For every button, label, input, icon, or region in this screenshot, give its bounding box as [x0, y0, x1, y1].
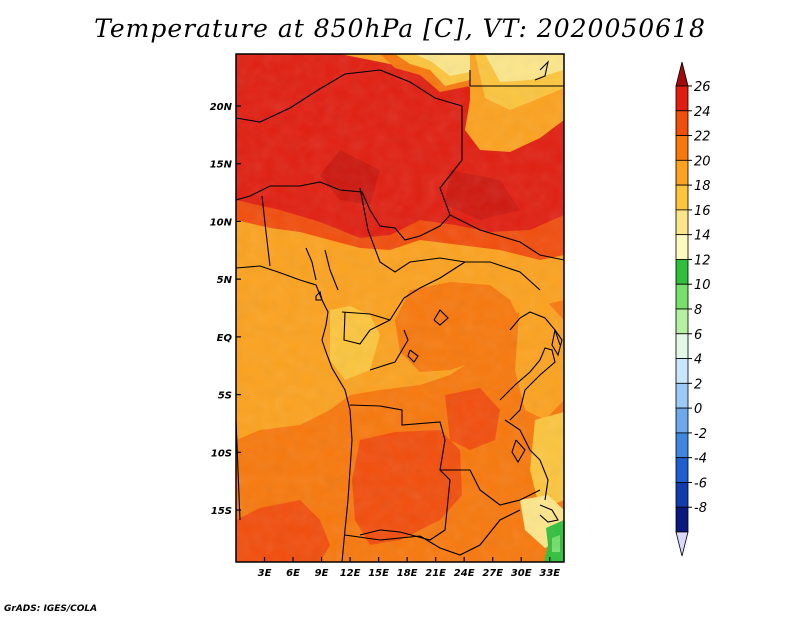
grads-credit: GrADS: IGES/COLA — [4, 604, 98, 614]
lat-tick-label: 5N — [217, 275, 233, 286]
colorbar-label: 14 — [694, 229, 711, 244]
lon-tick-label: 27E — [482, 568, 503, 579]
temperature-field — [236, 54, 564, 562]
colorbar-swatch — [675, 506, 689, 533]
colorbar-swatch — [675, 283, 689, 310]
lat-tick-label: 10N — [210, 217, 233, 228]
colorbar-swatch — [675, 234, 689, 260]
colorbar-swatch — [675, 432, 689, 459]
colorbar-label: -6 — [694, 476, 707, 491]
lon-tick-label: 18E — [397, 568, 418, 579]
colorbar-swatch — [675, 259, 689, 285]
map-frame — [235, 53, 565, 563]
colorbar-swatch — [675, 308, 689, 335]
colorbar-swatch — [675, 482, 689, 508]
colorbar-label: 10 — [694, 278, 711, 293]
colorbar-label: 4 — [694, 353, 702, 368]
colorbar-swatch — [675, 85, 689, 112]
lon-tick-label: 30E — [511, 568, 532, 579]
colorbar-label: 6 — [694, 328, 702, 343]
colorbar-swatch — [675, 135, 689, 161]
colorbar-label: 16 — [694, 204, 711, 219]
colorbar-swatch — [675, 110, 689, 136]
latitude-axis: 20N 15N 10N 5N EQ 5S 10S 15S — [210, 102, 241, 517]
lon-tick-label: 9E — [315, 568, 329, 579]
colorbar-label: 12 — [694, 253, 711, 268]
colorbar-swatch — [675, 333, 689, 359]
lat-tick-label: 20N — [210, 102, 233, 113]
country-borders — [236, 60, 564, 562]
lon-tick-label: 24E — [454, 568, 475, 579]
colorbar-label: -8 — [694, 501, 707, 516]
lat-tick-label: 10S — [211, 448, 232, 459]
colorbar-label: -4 — [694, 452, 707, 467]
colorbar-bottom-arrow — [675, 531, 689, 557]
lon-tick-label: 33E — [539, 568, 560, 579]
colorbar-swatch — [675, 159, 689, 186]
colorbar-swatch — [675, 358, 689, 384]
colorbar-label: -2 — [694, 427, 707, 442]
colorbar-swatch — [675, 457, 689, 483]
lat-tick-label: 15N — [210, 160, 233, 171]
colorbar-label: 2 — [694, 377, 702, 392]
colorbar-swatch — [675, 184, 689, 211]
lat-tick-label: 15S — [211, 506, 232, 517]
colorbar-top-arrow — [675, 61, 689, 87]
colorbar-label: 8 — [694, 303, 702, 318]
lon-tick-label: 3E — [258, 568, 272, 579]
longitude-axis: 3E 6E 9E 12E 15E 18E 21E 24E 27E 30E 33E — [258, 557, 560, 579]
lat-tick-label: EQ — [217, 333, 233, 344]
lon-tick-label: 12E — [340, 568, 361, 579]
colorbar-label: 22 — [694, 130, 711, 145]
colorbar-swatch — [675, 382, 689, 409]
colorbar-label: 24 — [694, 105, 711, 120]
colorbar-swatch — [675, 407, 689, 434]
lon-tick-label: 15E — [368, 568, 389, 579]
colorbar-swatch — [675, 209, 689, 236]
lon-tick-label: 6E — [286, 568, 300, 579]
colorbar-label: 0 — [694, 402, 702, 417]
map-title: Temperature at 850hPa [C], VT: 202005061… — [94, 14, 706, 43]
lat-tick-label: 5S — [218, 391, 232, 402]
colorbar-label: 18 — [694, 179, 711, 194]
colorbar-label: 26 — [694, 80, 711, 95]
colorbar-label: 20 — [694, 154, 711, 169]
lon-tick-label: 21E — [425, 568, 446, 579]
